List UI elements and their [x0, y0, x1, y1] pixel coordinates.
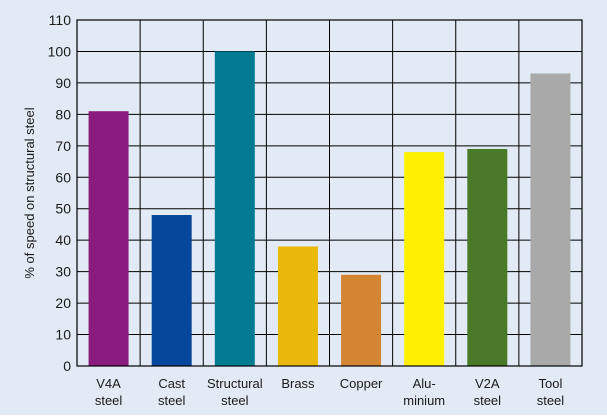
x-tick-label-line: V2A	[475, 376, 500, 391]
x-tick-label-line: steel	[95, 393, 123, 408]
x-tick-label-line: Brass	[281, 376, 315, 391]
x-tick-labels: V4A steel Cast steel Structural steel Brass Cop…	[95, 376, 564, 408]
x-tick-label: Brass	[281, 376, 315, 391]
x-tick-label: Tool steel	[537, 376, 565, 408]
x-tick-label: Copper	[340, 376, 383, 391]
y-tick-label: 80	[55, 106, 71, 122]
x-tick-label-line: steel	[474, 393, 502, 408]
y-tick-label: 20	[55, 295, 71, 311]
x-tick-label: Alu-minium	[403, 376, 445, 408]
y-tick-label: 10	[55, 327, 71, 343]
y-tick-label: 110	[49, 12, 72, 28]
bars	[88, 51, 571, 367]
x-tick-label: Structural steel	[207, 376, 263, 408]
x-tick-label-line: steel	[158, 393, 186, 408]
bar	[530, 73, 571, 367]
x-tick-label-line: Cast	[158, 376, 185, 391]
bar	[341, 274, 382, 366]
bar	[467, 148, 508, 366]
y-tick-label: 40	[55, 232, 71, 248]
x-tick-label: V4A steel	[95, 376, 123, 408]
x-tick-label: Cast steel	[158, 376, 186, 408]
y-tick-label: 70	[55, 138, 71, 154]
y-tick-label: 50	[55, 201, 71, 217]
y-axis-label: % of speed on structural steel	[22, 107, 37, 278]
y-tick-label: 100	[48, 43, 72, 59]
x-tick-label-line: V4A	[96, 376, 121, 391]
x-tick-label-line: Tool	[539, 376, 563, 391]
x-tick-label-line: steel	[221, 393, 249, 408]
bar	[404, 152, 445, 366]
x-tick-label-line: minium	[403, 393, 445, 408]
y-tick-label: 90	[55, 75, 71, 91]
y-tick-label: 0	[63, 358, 71, 374]
plot-frame	[76, 19, 583, 367]
bar	[151, 215, 192, 366]
bar	[214, 51, 255, 367]
bar	[88, 111, 129, 366]
bar	[277, 246, 318, 366]
x-tick-label-line: Alu-	[413, 376, 436, 391]
y-tick-labels: 0 10 20 30 40 50 60 70 80 90 100 110	[48, 12, 72, 374]
x-tick-label-line: Structural	[207, 376, 263, 391]
x-tick-label-line: steel	[537, 393, 565, 408]
y-tick-label: 30	[55, 264, 71, 280]
x-tick-label-line: Copper	[340, 376, 383, 391]
x-tick-label: V2A steel	[474, 376, 502, 408]
y-tick-label: 60	[55, 169, 71, 185]
